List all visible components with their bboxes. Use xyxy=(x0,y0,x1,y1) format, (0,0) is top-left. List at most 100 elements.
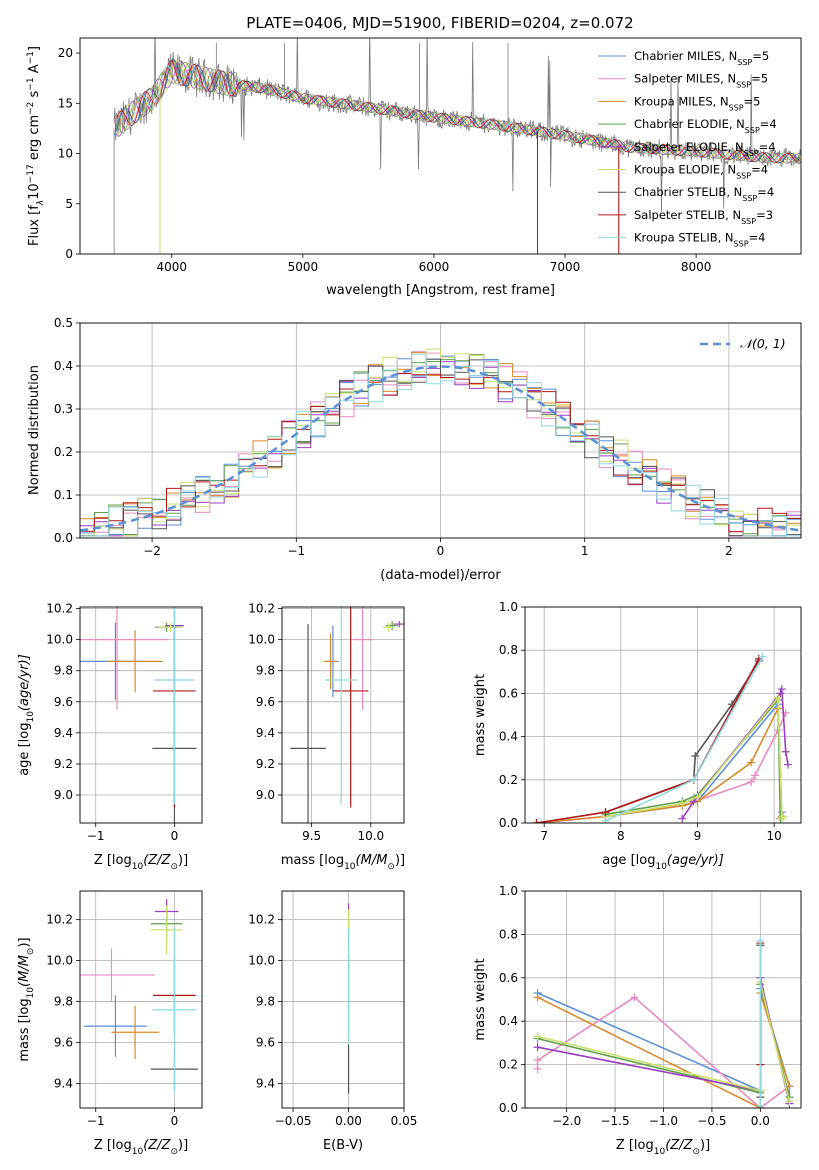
axes-frame xyxy=(79,890,203,1109)
y-tick-label: 9.2 xyxy=(54,757,73,771)
x-axis-label-part: ⊙ xyxy=(692,1147,700,1157)
plot-area xyxy=(80,348,801,537)
y-tick-label: 9.6 xyxy=(54,695,73,709)
data-point xyxy=(693,793,702,802)
legend-text: Chabrier ELODIE, N xyxy=(634,117,745,131)
data-point xyxy=(747,758,756,767)
x-tick-label: −1.5 xyxy=(600,1114,629,1128)
y-tick-label: 10.2 xyxy=(248,913,275,927)
data-point xyxy=(533,993,542,1002)
y-tick-label: 0.4 xyxy=(499,1014,518,1028)
y-tick-label: 0.6 xyxy=(499,971,518,985)
legend-text: =4 xyxy=(751,163,768,177)
data-point xyxy=(756,1101,765,1108)
y-tick-label: 10.0 xyxy=(248,633,275,647)
y-tick-label: 0.3 xyxy=(54,402,73,416)
y-tick-label: 9.4 xyxy=(256,1076,275,1090)
x-axis-label-part: 10 xyxy=(344,862,356,872)
data-point xyxy=(777,814,786,823)
legend-sub: SSP xyxy=(744,148,759,157)
y-tick-label: 9.4 xyxy=(256,726,275,740)
data-point xyxy=(533,1056,542,1065)
chart-age_vs_z: −1 09.09.29.49.69.810.010.2Z [log10(Z/Z⊙)… xyxy=(17,602,203,872)
x-tick-label: 9 xyxy=(694,829,702,843)
x-tick-label: −1.0 xyxy=(649,1114,678,1128)
y-axis-label: mass weight xyxy=(473,674,488,756)
legend-text: =3 xyxy=(756,208,773,222)
legend-sub: SSP xyxy=(729,103,744,112)
y-tick-label: 9.6 xyxy=(54,1035,73,1049)
data-point xyxy=(601,808,610,817)
plot-area xyxy=(80,607,197,823)
data-point xyxy=(776,689,785,698)
y-tick-label: 10.2 xyxy=(248,602,275,616)
chart-mass_vs_ebv: −0.05 0.00 0.05 9.4 9.6 9.8 10.0 10.2 E(B-V) xyxy=(248,890,417,1153)
x-axis-label: Z [log10(Z/Z⊙)] xyxy=(616,1138,710,1157)
plot-area xyxy=(290,607,404,823)
legend-text: Chabrier MILES, N xyxy=(634,49,737,63)
y-tick-label: 0.4 xyxy=(54,359,73,373)
legend-text: =4 xyxy=(757,185,774,199)
legend-entry: Kroupa STELIB, NSSP=4 xyxy=(634,231,765,249)
x-axis-label-part: Z [log xyxy=(616,1138,654,1153)
legend-sub: SSP xyxy=(741,216,756,225)
data-point xyxy=(678,799,687,808)
y-axis-label-part: Flux [f xyxy=(27,205,42,246)
x-axis-label-part: ⊙ xyxy=(170,862,178,872)
x-axis-label-part: (Z/Z xyxy=(143,1138,171,1153)
axes-frame xyxy=(79,322,802,539)
y-tick-label: 10.2 xyxy=(46,602,73,616)
y-axis-label-part: −2 xyxy=(26,102,36,115)
y-tick-label: 9.2 xyxy=(256,757,275,771)
x-tick-label: 9.5 xyxy=(302,829,321,843)
y-tick-label: 0.8 xyxy=(499,927,518,941)
x-tick-label: 10.0 xyxy=(357,829,384,843)
y-axis-label-part: ⊙ xyxy=(26,948,36,956)
x-tick-label: 0.00 xyxy=(335,1114,362,1128)
x-axis-label: mass [log10(M/M⊙)] xyxy=(281,853,405,872)
axes-frame xyxy=(524,606,802,824)
x-axis-label-part: (M/M xyxy=(356,853,388,868)
y-tick-label: 9.8 xyxy=(54,664,73,678)
y-tick-label: 0.2 xyxy=(499,1058,518,1072)
x-axis-label-part: (Z/Z xyxy=(665,1138,693,1153)
y-axis-label: mass [log10(M/M⊙)] xyxy=(17,937,36,1061)
data-point xyxy=(777,685,786,694)
data-point xyxy=(533,1043,542,1052)
y-tick-label: 10.0 xyxy=(46,633,73,647)
legend-entry: 𝒩(0, 1) xyxy=(740,336,786,351)
y-axis-label-part: −1 xyxy=(26,77,36,90)
y-tick-label: 1.0 xyxy=(499,600,518,614)
plot-area xyxy=(532,652,792,823)
model-spectrum-line xyxy=(117,63,801,164)
legend-text: Chabrier STELIB, N xyxy=(634,185,742,199)
y-axis-label-part: (M/M xyxy=(17,955,32,987)
legend-entry: Kroupa ELODIE, NSSP=4 xyxy=(634,163,768,181)
histogram-step xyxy=(80,372,801,537)
y-tick-label: 0.0 xyxy=(499,816,518,830)
data-point xyxy=(783,760,792,769)
x-tick-label: 5000 xyxy=(288,260,319,274)
x-tick-label: −1 xyxy=(87,1114,105,1128)
x-axis-label-part: )] xyxy=(700,1138,710,1153)
legend-text: =4 xyxy=(760,117,777,131)
y-axis-label-part: )] xyxy=(17,937,32,947)
x-tick-label: 7000 xyxy=(550,260,581,274)
x-tick-label: 0.0 xyxy=(751,1114,770,1128)
legend-sub: SSP xyxy=(736,171,751,180)
y-tick-label: 9.8 xyxy=(256,995,275,1009)
y-tick-label: 9.0 xyxy=(54,788,73,802)
y-tick-label: 15 xyxy=(58,96,73,110)
x-tick-label: 2 xyxy=(725,544,733,558)
x-tick-label: −1 xyxy=(87,829,105,843)
histogram-step xyxy=(80,348,801,537)
legend-entry: Chabrier STELIB, NSSP=4 xyxy=(634,185,774,203)
x-tick-label: 0 xyxy=(171,829,179,843)
x-tick-label: 7 xyxy=(540,829,548,843)
y-tick-label: 1.0 xyxy=(499,884,518,898)
y-tick-label: 0 xyxy=(65,247,73,261)
y-tick-label: 10.0 xyxy=(46,954,73,968)
x-axis-label-part: 10 xyxy=(655,862,667,872)
legend-text: =4 xyxy=(759,140,776,154)
